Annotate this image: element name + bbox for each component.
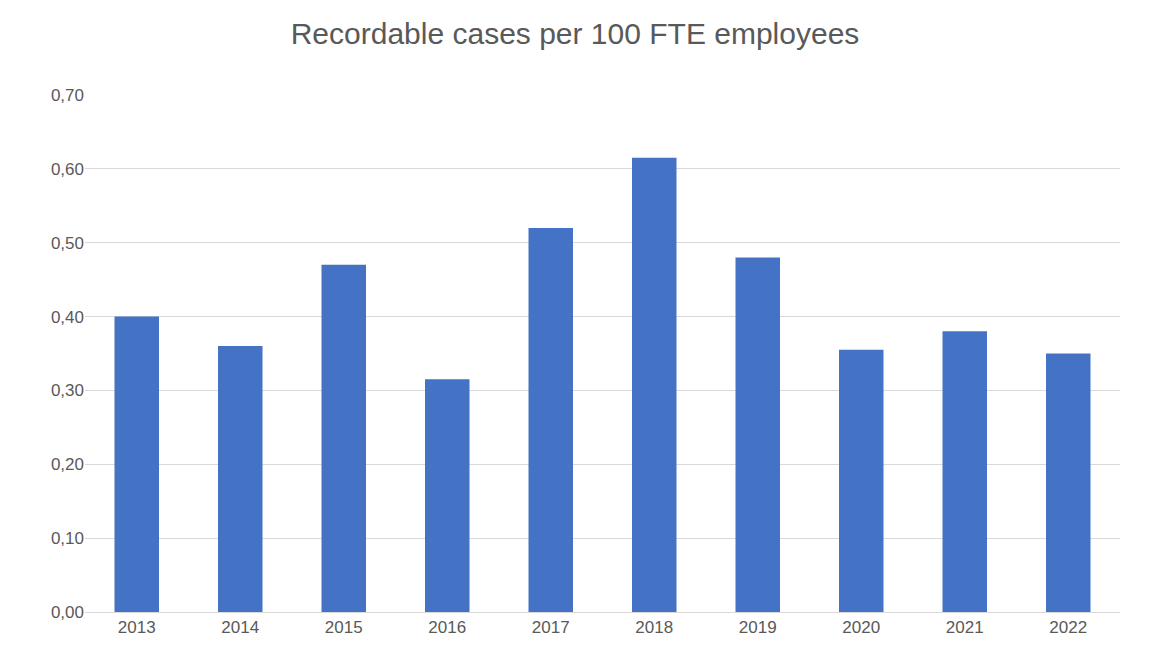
svg-text:0,20: 0,20 [51,455,84,474]
svg-text:0,00: 0,00 [51,603,84,622]
svg-text:2019: 2019 [739,618,777,637]
svg-text:2014: 2014 [221,618,259,637]
svg-text:2016: 2016 [428,618,466,637]
svg-text:0,70: 0,70 [51,86,84,105]
svg-text:2021: 2021 [946,618,984,637]
svg-text:2022: 2022 [1049,618,1087,637]
svg-text:2018: 2018 [635,618,673,637]
svg-text:2013: 2013 [118,618,156,637]
svg-text:Recordable cases per 100 FTE e: Recordable cases per 100 FTE employees [291,17,860,50]
svg-text:0,60: 0,60 [51,160,84,179]
svg-text:2017: 2017 [532,618,570,637]
svg-text:2015: 2015 [325,618,363,637]
svg-text:0,50: 0,50 [51,234,84,253]
svg-text:0,10: 0,10 [51,529,84,548]
svg-text:0,30: 0,30 [51,381,84,400]
svg-text:0,40: 0,40 [51,308,84,327]
svg-text:2020: 2020 [842,618,880,637]
